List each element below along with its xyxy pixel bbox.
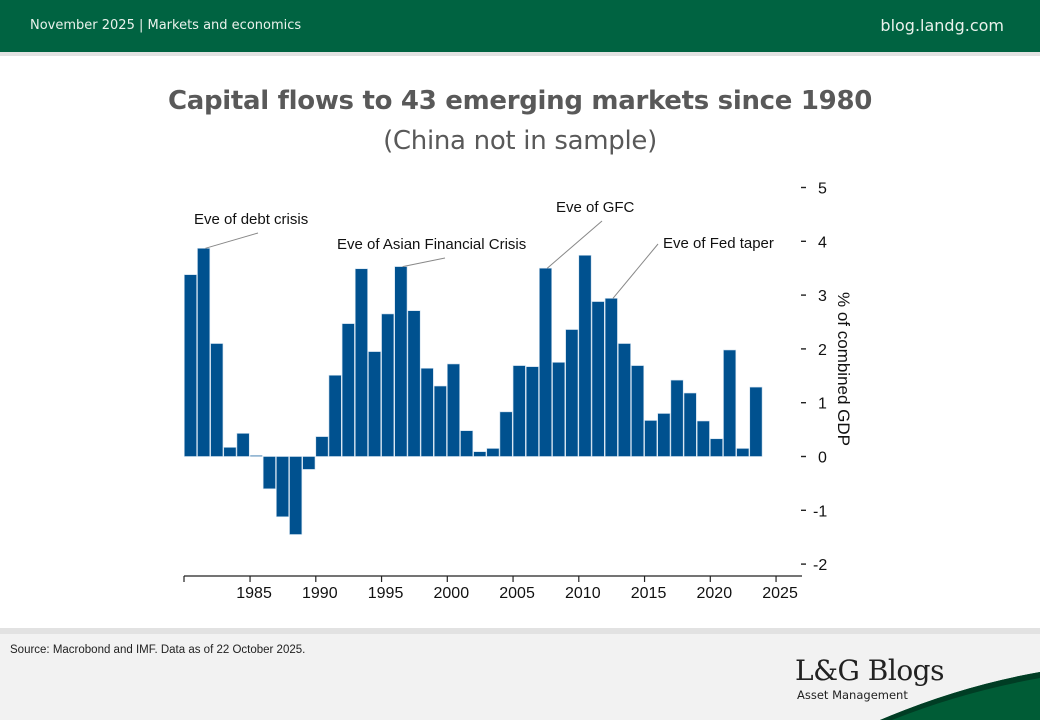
bar-2004: [499, 411, 513, 457]
y-tick-label: 2: [818, 342, 827, 359]
bar-1982: [210, 343, 224, 457]
chart-title: Capital flows to 43 emerging markets sin…: [167, 86, 873, 116]
header-divider: [0, 52, 1040, 56]
y-tick-label: 0: [818, 450, 827, 467]
x-tick-label: 1985: [236, 585, 272, 602]
y-tick-label: -2: [813, 557, 827, 574]
source-note: Source: Macrobond and IMF. Data as of 22…: [10, 644, 306, 656]
annotation-leader-line: [402, 257, 446, 268]
bar-2020: [709, 438, 723, 457]
blog-url-link[interactable]: blog.landg.com: [880, 16, 1004, 35]
bar-2018: [683, 392, 697, 457]
footer-divider: [0, 628, 1040, 634]
bar-2008: [552, 362, 566, 457]
annotations-group: Eve of debt crisis Eve of Asian Financial…: [194, 199, 774, 299]
annotation-leader-line: [205, 232, 259, 249]
x-tick-label: 2005: [499, 585, 535, 602]
bar-1990: [315, 436, 329, 457]
bar-2023: [749, 386, 763, 457]
annotation-leader-line: [546, 220, 603, 269]
bar-1992: [341, 323, 355, 457]
annotation-label: Eve of Asian Financial Crisis: [337, 236, 526, 253]
y-tick-label: -1: [813, 503, 827, 520]
bar-2014: [631, 365, 645, 457]
bar-1988: [289, 456, 303, 535]
bar-1985: [249, 455, 263, 457]
y-tick-label: 1: [818, 396, 827, 413]
footer-swoosh-graphic: [880, 672, 1040, 720]
bar-1991: [328, 374, 342, 457]
bar-2007: [539, 267, 552, 457]
y-tick-label: 5: [818, 181, 827, 198]
y-axis-label: % of combined GDP: [834, 292, 853, 446]
bar-1989: [302, 456, 316, 470]
bar-1993: [354, 268, 368, 457]
swoosh-edge: [880, 672, 1040, 720]
bar-2019: [696, 420, 710, 457]
bar-1987: [276, 456, 290, 518]
x-tick-label: 1995: [368, 585, 404, 602]
logo-wordmark: L&G Blogs: [795, 654, 944, 687]
bar-2003: [486, 448, 500, 457]
bar-1986: [262, 456, 276, 490]
bar-1996: [394, 266, 408, 457]
date-category-label: November 2025 | Markets and economics: [30, 18, 302, 33]
bar-2011: [591, 301, 605, 457]
bar-1980: [184, 274, 197, 457]
bar-2000: [446, 363, 460, 457]
chart-subtitle: (China not in sample): [383, 126, 657, 156]
bar-1981: [197, 247, 211, 457]
bar-2017: [670, 379, 684, 457]
annotation-leader-line: [612, 243, 659, 299]
bar-2005: [512, 365, 526, 457]
annotation-label: Eve of Fed taper: [663, 235, 774, 252]
bar-1999: [433, 385, 447, 457]
x-tick-label: 2000: [434, 585, 470, 602]
bar-2010: [578, 254, 592, 457]
bar-2009: [565, 329, 579, 457]
y-tick-label: 3: [818, 288, 827, 305]
x-tick-label: 2015: [631, 585, 667, 602]
bar-1983: [223, 447, 237, 457]
bar-2021: [723, 349, 737, 457]
x-tick-label: 1990: [302, 585, 338, 602]
logo-subtitle: Asset Management: [797, 688, 908, 702]
bar-2001: [460, 430, 474, 457]
x-tick-label: 2025: [762, 585, 798, 602]
bar-1984: [236, 433, 250, 457]
y-tick-label: 4: [818, 234, 827, 251]
axes-group: 1985 1990 1995 2000 2005 2010 2015 2020 2025 5 4 3 2…: [183, 181, 853, 602]
bar-1995: [381, 313, 395, 457]
bar-chart: 1985 1990 1995 2000 2005 2010 2015 2020 2025 5 4 3 2…: [183, 181, 853, 602]
bar-2012: [604, 298, 618, 457]
bars-group: [184, 247, 763, 535]
x-tick-label: 2010: [565, 585, 601, 602]
annotation-label: Eve of GFC: [556, 199, 635, 216]
x-tick-label: 2020: [697, 585, 733, 602]
bar-2016: [657, 413, 671, 457]
top-bar: November 2025 | Markets and economics bl…: [0, 0, 1040, 52]
bar-2022: [736, 448, 750, 457]
bar-2006: [525, 366, 539, 457]
footer: Source: Macrobond and IMF. Data as of 22…: [0, 634, 1040, 720]
bar-2015: [644, 420, 658, 457]
bar-1997: [407, 310, 421, 457]
bar-1994: [368, 351, 382, 457]
bar-2002: [473, 451, 487, 457]
bar-1998: [420, 367, 434, 457]
bar-2013: [617, 343, 631, 457]
annotation-label: Eve of debt crisis: [194, 211, 308, 228]
